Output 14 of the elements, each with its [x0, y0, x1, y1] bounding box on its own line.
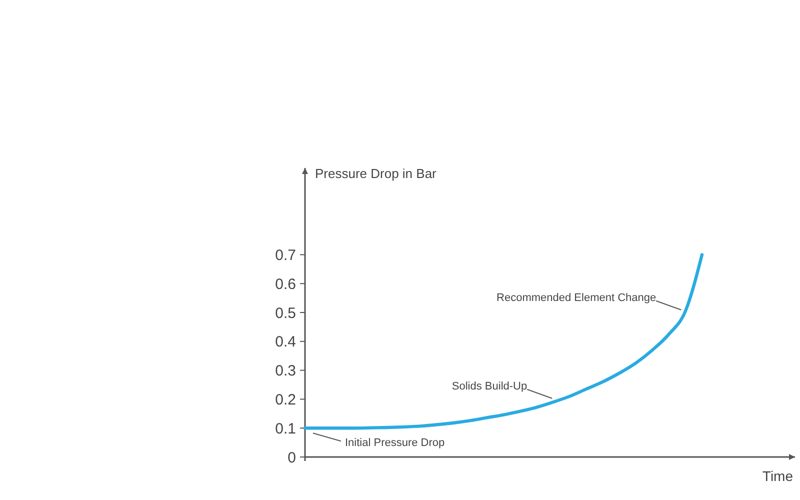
y-tick-label: 0.3: [275, 362, 296, 380]
y-tick-label: 0.7: [275, 246, 296, 264]
y-tick-label: 0.4: [275, 334, 296, 351]
y-tick-label: 0.6: [275, 276, 296, 293]
y-tick-label: 0.1: [275, 420, 296, 438]
y-tick-label: 0.5: [275, 304, 296, 322]
y-tick-label: 0.2: [275, 391, 296, 408]
line-series: [303, 253, 704, 430]
annotation: Solids Build-Up: [452, 380, 528, 392]
x-axis-title: Time: [762, 468, 794, 484]
annotation: Initial Pressure Drop: [345, 437, 445, 450]
y-tick-label: 0: [288, 449, 296, 466]
y-axis-title: Pressure Drop in Bar: [315, 166, 438, 181]
annotation: Recommended Element Change: [496, 292, 656, 304]
